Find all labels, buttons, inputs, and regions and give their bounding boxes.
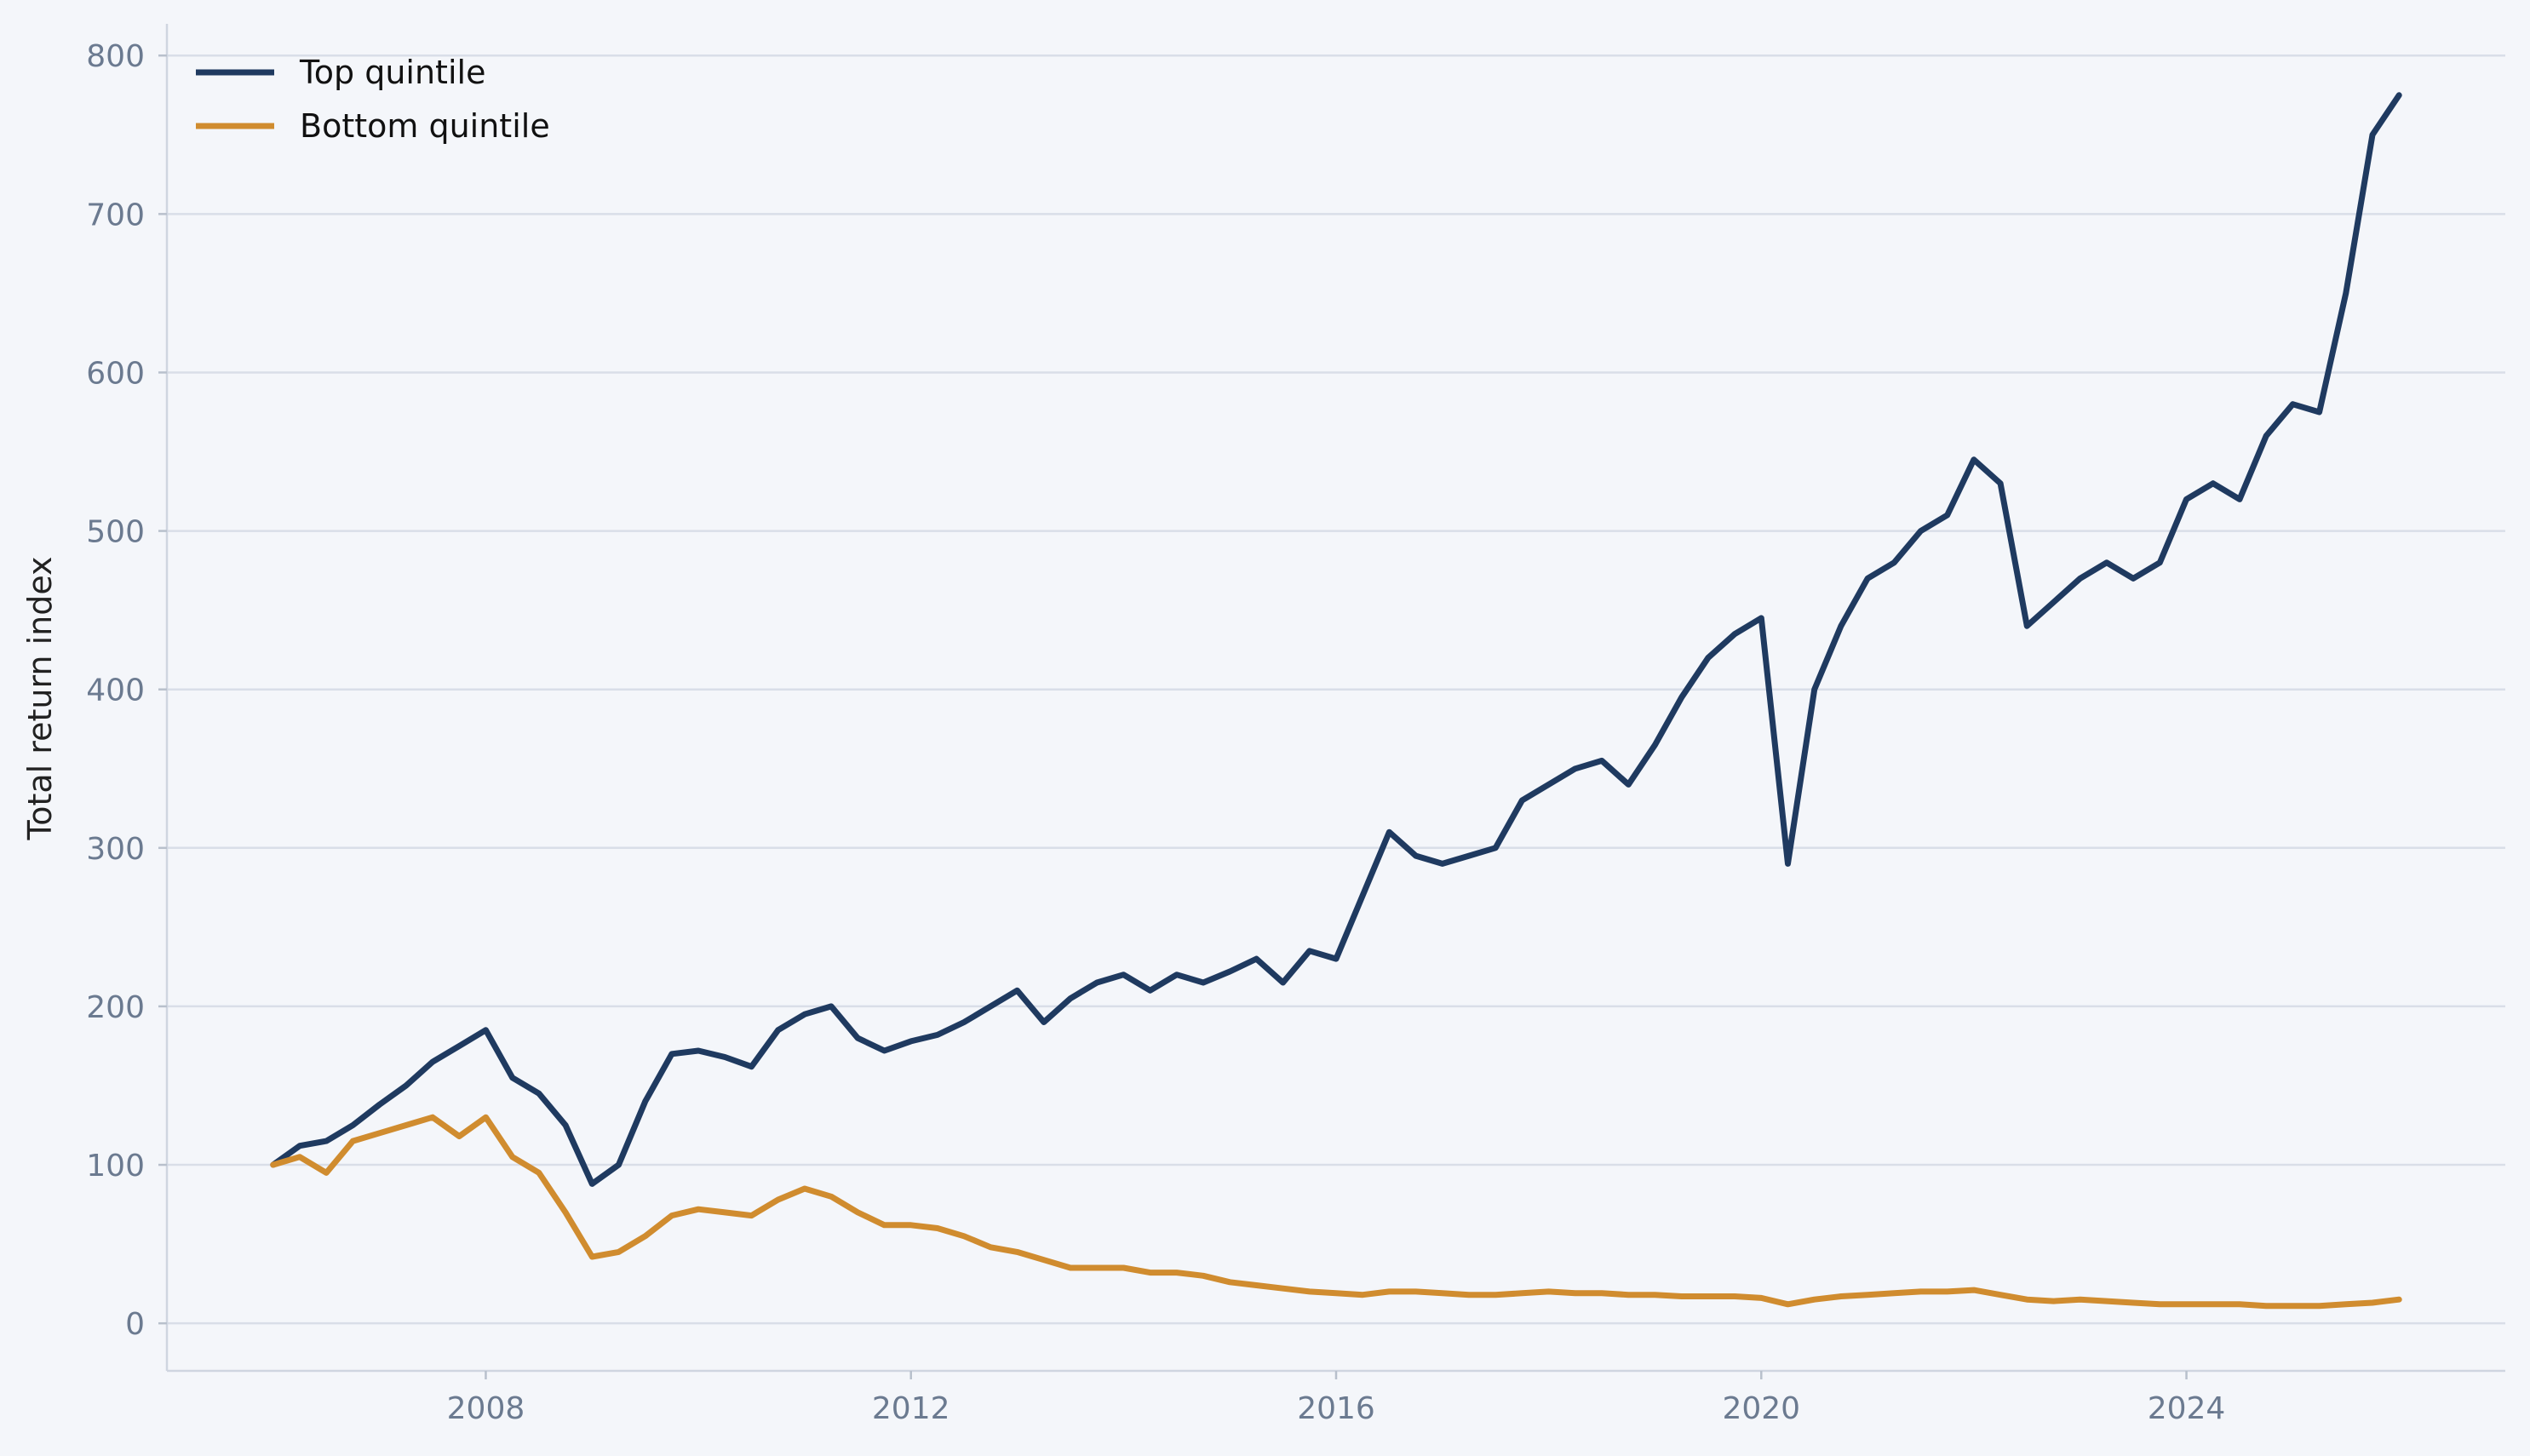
gridlines (167, 54, 2505, 1325)
series-line-top-quintile (270, 92, 2402, 1187)
x-tick-label: 2008 (447, 1391, 525, 1426)
legend-label: Top quintile (299, 54, 485, 91)
y-tick-label: 800 (86, 39, 145, 74)
x-tick-label: 2016 (1297, 1391, 1375, 1426)
y-axis-title: Total return index (21, 556, 59, 840)
x-tick-labels: 2008 2012 2016 2020 2024 (447, 1391, 2226, 1426)
y-tick-label: 0 (125, 1307, 145, 1342)
y-tick-label: 600 (86, 356, 145, 391)
axes (158, 24, 2505, 1379)
y-tick-label: 400 (86, 674, 145, 708)
x-tick-label: 2024 (2148, 1391, 2226, 1426)
legend: Top quintile Bottom quintile (196, 54, 550, 145)
y-tick-label: 200 (86, 990, 145, 1025)
y-tick-label: 100 (86, 1149, 145, 1184)
y-tick-label: 500 (86, 515, 145, 550)
y-tick-label: 700 (86, 198, 145, 232)
x-tick-label: 2020 (1722, 1391, 1800, 1426)
series-lines (270, 92, 2402, 1310)
series-line-bottom-quintile (270, 1114, 2402, 1310)
y-tick-labels: 0 100 200 300 400 500 600 700 800 (86, 39, 145, 1342)
x-tick-label: 2012 (872, 1391, 950, 1426)
legend-label: Bottom quintile (300, 107, 550, 145)
y-tick-label: 300 (86, 832, 145, 867)
